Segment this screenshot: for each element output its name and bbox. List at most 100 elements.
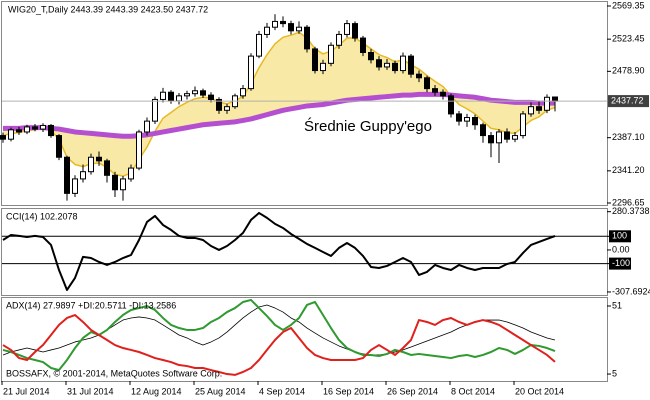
y-tick-label: 280.3738 [612, 206, 650, 216]
candle-body [296, 26, 302, 32]
cci-panel-frame [1, 208, 608, 296]
x-tick-label: 16 Sep 2014 [323, 386, 374, 396]
y-tick-label: 2523.45 [612, 34, 645, 44]
annotation: Średnie Guppy'ego [304, 117, 432, 135]
candle-body [432, 88, 438, 93]
candle-body [176, 95, 182, 102]
y-tick-label: 2478.90 [612, 66, 645, 76]
candle-body [136, 131, 142, 169]
last-price-label: 2437.72 [611, 95, 644, 105]
candle-body [552, 96, 558, 102]
candle-body [344, 23, 350, 35]
panel-title: WIG20_T,Daily 2443.39 2443.39 2423.50 24… [8, 4, 208, 14]
candle-body [520, 113, 526, 137]
y-tick-label: -100 [612, 258, 630, 268]
y-tick-label: -307.6924 [612, 286, 650, 296]
x-tick-label: 20 Oct 2014 [515, 386, 564, 396]
candle-body [544, 96, 550, 111]
price-panel-frame [1, 1, 608, 206]
candle-body [56, 135, 62, 158]
candle-body [16, 129, 22, 133]
x-tick-label: 31 Jul 2014 [67, 386, 114, 396]
candle-body [24, 126, 30, 133]
indicator-line [2, 211, 556, 291]
y-tick-label: 2387.10 [612, 132, 645, 142]
candle-body [320, 62, 326, 72]
candle-body [328, 44, 334, 64]
candle-body [472, 117, 478, 126]
moving-average [3, 91, 555, 139]
candle-body [504, 131, 510, 140]
candle-body [64, 156, 70, 194]
x-tick-label: 12 Aug 2014 [131, 386, 182, 396]
candle-body [368, 51, 374, 61]
footer: BOSSAFX, © 2001-2014, MetaQuotes Softwar… [6, 368, 222, 378]
moving-average [2, 31, 556, 177]
candle-body [48, 124, 54, 137]
x-tick-label: 21 Jul 2014 [3, 386, 50, 396]
candle-body [168, 91, 174, 102]
candle-body [120, 178, 126, 191]
candle-body [376, 59, 382, 68]
candle-body [184, 93, 190, 97]
candle-body [72, 178, 78, 194]
candle-body [128, 167, 134, 180]
candle-body [248, 55, 254, 90]
candle-body [216, 98, 222, 111]
candle-body [280, 20, 286, 25]
candle-body [152, 98, 158, 122]
candle-body [352, 23, 358, 39]
x-tick-label: 26 Sep 2014 [387, 386, 438, 396]
candle-body [440, 91, 446, 97]
candle-body [96, 156, 102, 162]
candle-body [200, 90, 206, 96]
candle-body [480, 124, 486, 137]
candle-body [80, 171, 86, 180]
candle-body [448, 95, 454, 115]
candle-body [8, 129, 14, 140]
x-tick-label: 8 Oct 2014 [451, 386, 495, 396]
candle-body [256, 33, 262, 57]
y-tick-label: 2569.35 [612, 0, 645, 10]
last-price-box [608, 95, 649, 108]
indicator-line [2, 304, 556, 356]
candle-body [272, 20, 278, 28]
candle-body [392, 62, 398, 72]
candle-body [488, 135, 494, 144]
candle-body [88, 156, 94, 173]
candle-body [496, 131, 502, 144]
y-tick-label: 0.00 [612, 244, 630, 254]
candle-body [112, 174, 118, 191]
panel-title: CCI(14) 102.2078 [6, 211, 78, 221]
candle-body [456, 113, 462, 122]
y-tick-label: 100 [612, 231, 627, 241]
candle-body [536, 106, 542, 111]
candle-body [360, 37, 366, 53]
level-label-box [609, 230, 631, 243]
candle-body [224, 106, 230, 111]
candle-body [512, 135, 518, 140]
candle-body [144, 120, 150, 133]
candle-body [304, 26, 310, 50]
candle-body [416, 73, 422, 79]
y-tick-label: 51 [612, 300, 622, 310]
candle-body [400, 55, 406, 72]
x-tick-label: 25 Aug 2014 [195, 386, 246, 396]
candle-body [336, 33, 342, 46]
candle-body [240, 88, 246, 97]
candle-body [288, 23, 294, 32]
y-tick-label: 2296.65 [612, 197, 645, 207]
indicator-line [2, 314, 556, 376]
candle-body [32, 126, 38, 130]
candle-body [408, 55, 414, 75]
candle-body [528, 106, 534, 115]
candle-body [104, 160, 110, 176]
candle-body [312, 48, 318, 72]
candle-body [464, 117, 470, 122]
x-tick-label: 4 Sep 2014 [259, 386, 305, 396]
y-tick-label: 2341.20 [612, 165, 645, 175]
level-label-box [609, 257, 631, 270]
candle-body [192, 90, 198, 95]
